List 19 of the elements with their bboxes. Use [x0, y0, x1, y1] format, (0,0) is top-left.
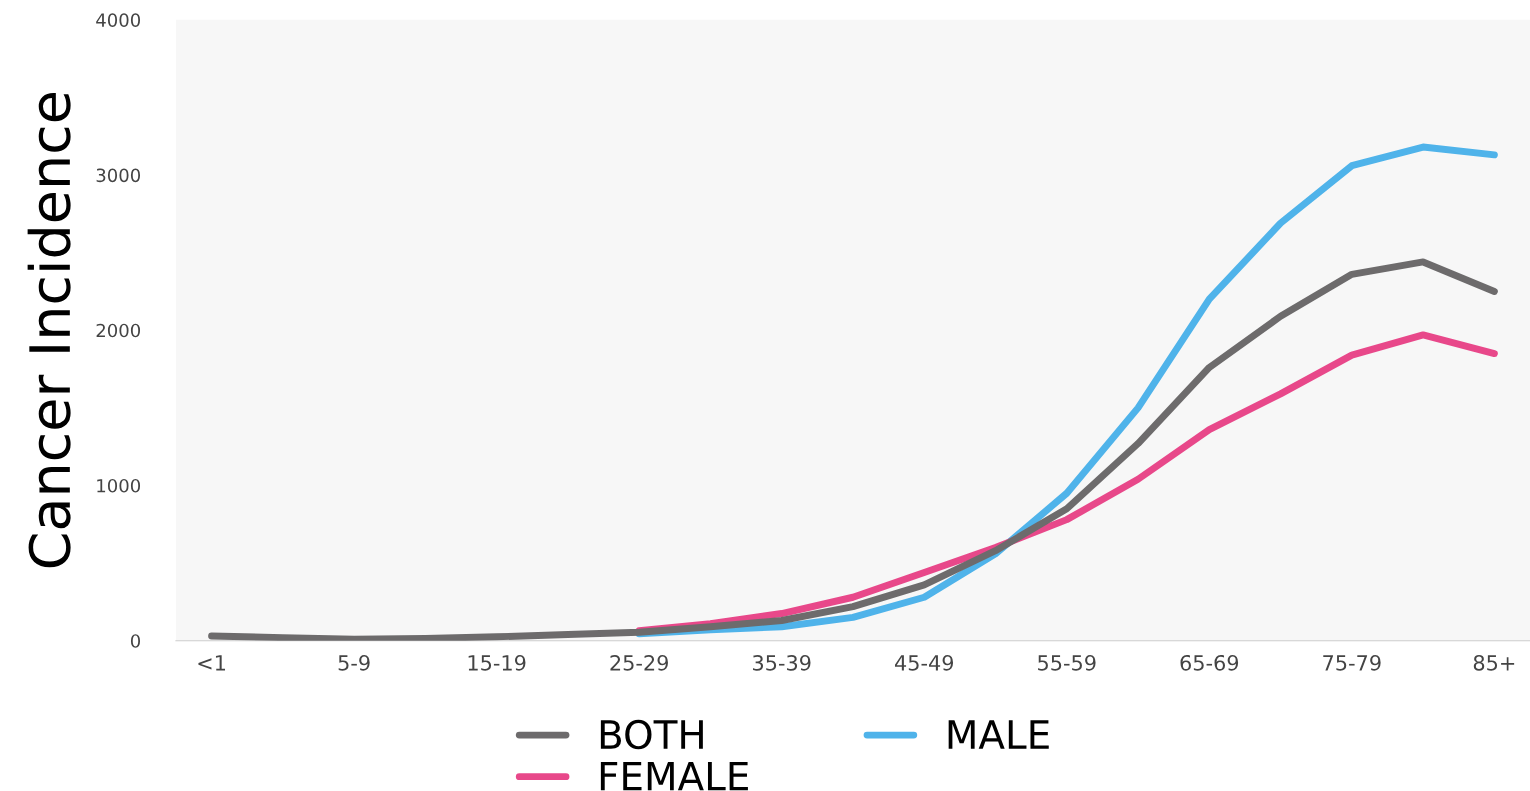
x-tick-label: 5-9 [338, 654, 370, 671]
legend-label: BOTH [600, 719, 703, 750]
legend-label: FEMALE [600, 761, 748, 791]
x-tick-label: 55-59 [1038, 654, 1096, 671]
y-tick-label: 2000 [96, 323, 141, 338]
y-tick-label: 4000 [96, 13, 141, 27]
legend-label: MALE [948, 720, 1049, 749]
x-tick-label: 85+ [1473, 654, 1515, 671]
x-tick-label: 25-29 [610, 654, 668, 671]
x-tick-label: 65-69 [1180, 654, 1239, 671]
x-tick-label: 15-19 [468, 654, 526, 671]
y-axis-title: Cancer Incidence [27, 93, 71, 568]
x-tick-label: <1 [198, 655, 226, 671]
x-tick-label: 75-79 [1323, 654, 1381, 671]
y-tick-label: 0 [130, 634, 141, 648]
y-tick-label: 3000 [96, 168, 141, 183]
x-tick-label: 35-39 [753, 654, 811, 671]
x-tick-label: 45-49 [894, 654, 954, 671]
y-tick-label: 1000 [97, 478, 141, 493]
